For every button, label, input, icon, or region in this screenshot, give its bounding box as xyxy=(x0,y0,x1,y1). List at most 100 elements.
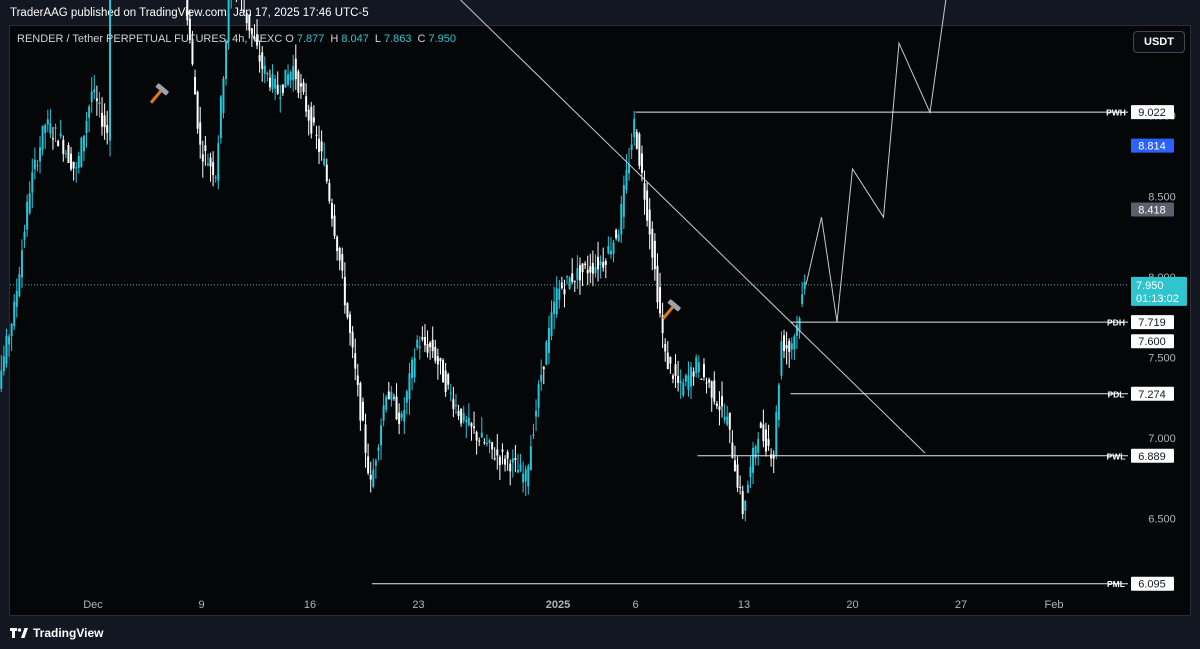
x-tick-label: Dec xyxy=(83,599,103,611)
candle-body xyxy=(705,382,708,384)
chart-frame[interactable] xyxy=(9,25,1191,616)
candle-body xyxy=(356,375,359,386)
x-tick-label: 2025 xyxy=(546,599,570,611)
x-tick-label: 23 xyxy=(412,599,424,611)
candle-body xyxy=(385,396,388,410)
candle-body xyxy=(201,154,204,162)
candle-body xyxy=(553,301,556,314)
candle-body xyxy=(473,426,476,429)
candle-body xyxy=(620,204,623,235)
candle-body xyxy=(710,381,713,398)
candle-body xyxy=(733,460,736,472)
candle-body xyxy=(372,469,375,487)
candle-body xyxy=(516,469,519,473)
candle-body xyxy=(85,120,88,133)
currency-button[interactable]: USDT xyxy=(1133,31,1185,53)
price-badge-text: 8.814 xyxy=(1138,141,1166,153)
descending-trendline xyxy=(459,0,926,454)
candle-body xyxy=(674,364,677,376)
candle-body xyxy=(380,425,383,446)
candle-body xyxy=(354,353,357,369)
candle-body xyxy=(33,159,36,170)
candle-body xyxy=(250,28,253,35)
candle-body xyxy=(405,391,408,403)
candle-body xyxy=(493,458,496,460)
candle-body xyxy=(677,375,680,383)
candle-body xyxy=(772,454,775,459)
candle-body xyxy=(586,269,589,274)
candle-body xyxy=(209,157,212,167)
level-price-badge xyxy=(1131,315,1174,330)
candle-body xyxy=(597,256,600,270)
level-price-text: 7.719 xyxy=(1138,317,1166,329)
candle-body xyxy=(392,397,395,399)
candle-body xyxy=(279,96,282,99)
candle-body xyxy=(41,125,44,150)
candle-body xyxy=(659,287,662,314)
x-tick-label: 20 xyxy=(846,599,858,611)
candle-body xyxy=(545,341,548,365)
candle-body xyxy=(504,458,507,465)
candle-body xyxy=(777,384,780,420)
candle-body xyxy=(581,263,584,273)
candle-body xyxy=(775,412,778,456)
level-price-badge xyxy=(1131,576,1174,591)
candle-body xyxy=(54,127,57,129)
candle-body xyxy=(219,96,222,138)
candle-body xyxy=(702,364,705,378)
candle-body xyxy=(418,346,421,349)
candle-body xyxy=(248,14,251,31)
candle-body xyxy=(0,370,3,389)
candle-body xyxy=(651,228,654,258)
candle-body xyxy=(560,282,563,289)
candle-body xyxy=(46,119,49,125)
candle-body xyxy=(77,155,80,168)
open-label: O xyxy=(285,33,294,45)
candle-body xyxy=(599,261,602,266)
candle-body xyxy=(721,396,724,407)
tradingview-brand[interactable]: TradingView xyxy=(10,626,103,640)
candle-body xyxy=(390,391,393,401)
x-tick-label: 13 xyxy=(738,599,750,611)
candle-body xyxy=(793,336,796,350)
candle-body xyxy=(460,408,463,424)
candle-body xyxy=(225,41,228,79)
candle-body xyxy=(535,410,538,417)
candle-body xyxy=(398,412,401,424)
symbol-legend: RENDER / Tether PERPETUAL FUTURES, 4h, M… xyxy=(17,33,459,45)
level-price-badge xyxy=(1131,105,1174,120)
candle-body xyxy=(13,301,16,327)
candle-body xyxy=(191,38,194,65)
candle-body xyxy=(302,82,305,92)
candle-body xyxy=(465,420,468,423)
candle-body xyxy=(429,342,432,348)
candle-body xyxy=(369,474,372,480)
candle-body xyxy=(622,185,625,217)
candle-body xyxy=(75,167,78,169)
level-tag: PWH xyxy=(1106,108,1126,118)
x-tick-label: 9 xyxy=(198,599,204,611)
candle-body xyxy=(343,276,346,306)
candle-body xyxy=(514,457,517,460)
y-tick-label: 6.500 xyxy=(1148,513,1176,525)
hammer-head xyxy=(155,83,169,96)
candle-body xyxy=(312,117,315,123)
candle-body xyxy=(109,0,112,141)
candle-body xyxy=(217,143,220,181)
candle-body xyxy=(70,153,73,170)
candle-body xyxy=(10,324,13,337)
hammer-icon xyxy=(661,299,681,320)
candle-body xyxy=(243,10,246,12)
candle-body xyxy=(478,440,481,442)
candle-body xyxy=(186,0,189,21)
candle-body xyxy=(64,153,67,155)
candle-body xyxy=(26,201,29,230)
candle-body xyxy=(726,416,729,425)
candle-body xyxy=(795,324,798,336)
candle-body xyxy=(501,449,504,452)
candle-body xyxy=(67,144,70,163)
candles xyxy=(0,0,806,522)
candle-body xyxy=(671,375,674,379)
candle-body xyxy=(715,403,718,407)
